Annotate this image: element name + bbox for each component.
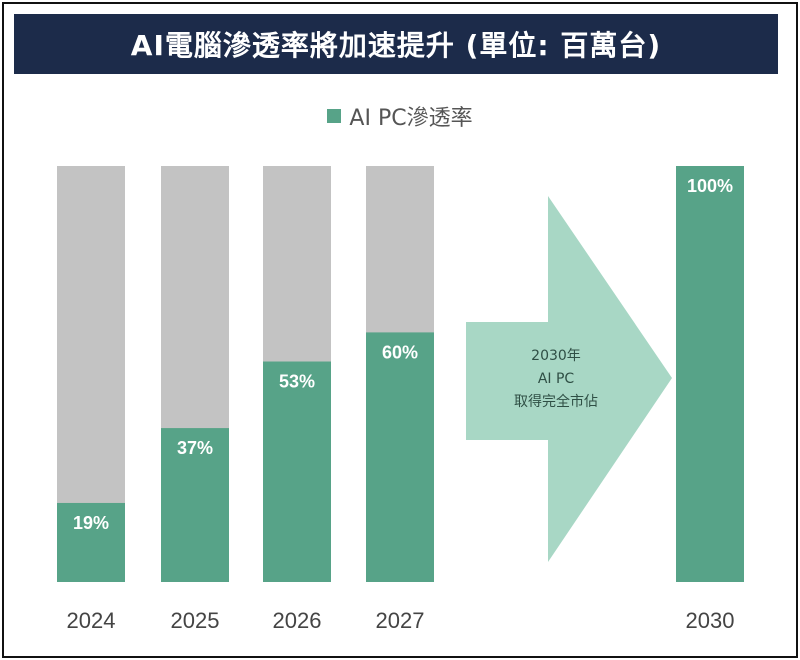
annotation-line-2: AI PC [538, 371, 575, 387]
legend-label: AI PC滲透率 [349, 106, 473, 131]
x-tick-2025: 2025 [171, 608, 220, 633]
bar-2024 [57, 502, 125, 582]
x-tick-2027: 2027 [376, 608, 425, 633]
bars-group: 19% 2024 37% 2025 53% 2026 60% 2027 100% 2030 [57, 166, 744, 633]
bar-2027 [366, 332, 434, 582]
bar-2030 [676, 166, 744, 582]
x-tick-2026: 2026 [273, 608, 322, 633]
arrow-shape [466, 196, 672, 562]
data-label-2026: 53% [279, 372, 315, 392]
data-label-2030: 100% [687, 176, 733, 196]
data-label-2025: 37% [177, 438, 213, 458]
x-tick-2030: 2030 [686, 608, 735, 633]
legend-swatch [327, 109, 342, 123]
data-label-2027: 60% [382, 342, 418, 362]
chart-title: AI電腦滲透率將加速提升 (單位: 百萬台) [14, 14, 778, 74]
legend: AI PC滲透率 [0, 100, 800, 132]
data-label-2024: 19% [73, 513, 109, 533]
x-tick-2024: 2024 [67, 608, 116, 633]
annotation-line-3: 取得完全市佔 [514, 393, 598, 410]
bar-2026 [263, 361, 331, 582]
annotation-line-1: 2030年 [531, 348, 581, 364]
bar-2025 [161, 428, 229, 582]
